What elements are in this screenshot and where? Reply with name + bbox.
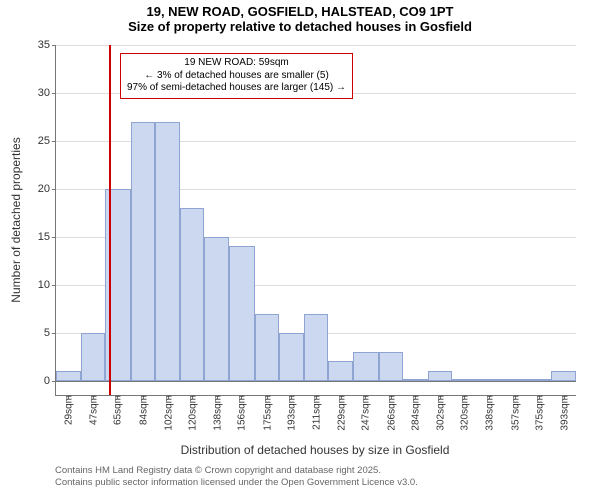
y-tick-label: 15 [38,231,56,243]
x-tick-label: 247sqm [355,395,372,431]
grid-line [56,45,576,46]
x-tick-label: 120sqm [182,395,199,431]
property-marker-line [109,45,111,395]
histogram-bar [155,122,180,381]
y-tick-label: 20 [38,183,56,195]
y-tick-label: 5 [44,327,56,339]
y-tick-label: 35 [38,39,56,51]
x-tick-label: 284sqm [405,395,422,431]
x-tick-label: 156sqm [231,395,248,431]
x-tick-label: 393sqm [553,395,570,431]
footer-credit: Contains HM Land Registry data © Crown c… [55,465,418,489]
footer-line1: Contains HM Land Registry data © Crown c… [55,465,418,477]
x-tick-label: 338sqm [478,395,495,431]
histogram-bar [304,314,329,381]
y-tick-label: 0 [44,375,56,387]
x-tick-label: 375sqm [529,395,546,431]
histogram-bar [81,333,106,381]
histogram-bar [353,352,379,381]
histogram-bar [229,246,255,380]
x-tick-label: 357sqm [504,395,521,431]
x-tick-label: 138sqm [206,395,223,431]
chart-container: { "title": { "line1": "19, NEW ROAD, GOS… [0,0,600,500]
histogram-bar [204,237,229,381]
histogram-bar [379,352,404,381]
x-tick-label: 29sqm [58,395,75,425]
x-tick-label: 266sqm [380,395,397,431]
histogram-bar [56,371,81,381]
x-tick-label: 47sqm [82,395,99,425]
histogram-bar [255,314,280,381]
x-tick-label: 193sqm [281,395,298,431]
x-tick-label: 320sqm [454,395,471,431]
x-axis-label: Distribution of detached houses by size … [55,443,575,457]
histogram-bar [279,333,304,381]
y-tick-label: 10 [38,279,56,291]
histogram-bar [328,361,353,380]
y-axis-label: Number of detached properties [9,137,23,302]
x-tick-label: 102sqm [157,395,174,431]
x-tick-label: 302sqm [429,395,446,431]
chart-title-line2: Size of property relative to detached ho… [0,19,600,34]
x-tick-label: 175sqm [256,395,273,431]
annotation-line: ← 3% of detached houses are smaller (5) [127,70,346,83]
y-tick-label: 25 [38,135,56,147]
histogram-bar [428,371,453,381]
histogram-bar [180,208,205,381]
annotation-line: 19 NEW ROAD: 59sqm [127,57,346,70]
plot-area: 0510152025303529sqm47sqm65sqm84sqm102sqm… [55,45,576,396]
y-tick-label: 30 [38,87,56,99]
zero-line [56,381,576,382]
x-tick-label: 84sqm [133,395,150,425]
x-tick-label: 211sqm [306,395,323,430]
x-tick-label: 229sqm [330,395,347,431]
annotation-line: 97% of semi-detached houses are larger (… [127,82,346,95]
annotation-box: 19 NEW ROAD: 59sqm← 3% of detached house… [120,53,353,99]
x-tick-label: 65sqm [107,395,124,425]
footer-line2: Contains public sector information licen… [55,477,418,489]
chart-title-line1: 19, NEW ROAD, GOSFIELD, HALSTEAD, CO9 1P… [0,4,600,19]
histogram-bar [131,122,156,381]
histogram-bar [551,371,576,381]
